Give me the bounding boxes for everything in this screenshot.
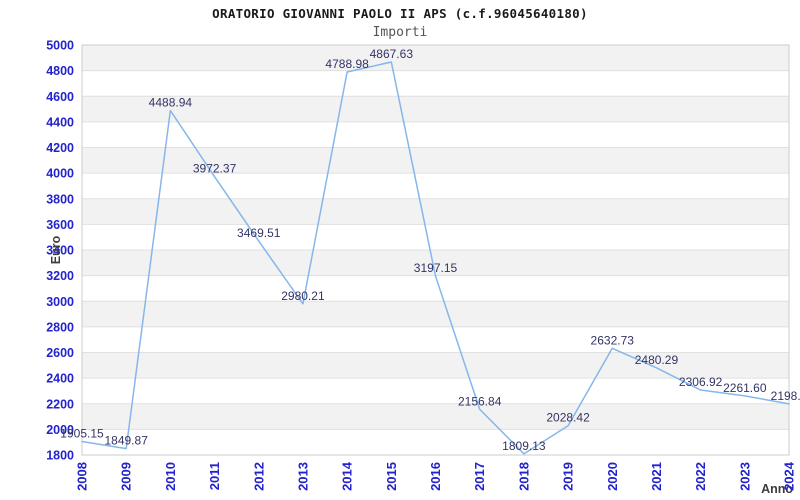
x-tick-label: 2019 (561, 462, 576, 491)
data-point-label: 2028.42 (546, 411, 590, 425)
x-tick-label: 2015 (384, 462, 399, 491)
x-tick-label: 2014 (340, 461, 355, 491)
y-tick-label: 3800 (46, 192, 74, 206)
plot-border (81, 44, 790, 456)
series-line (81, 61, 790, 455)
y-tick-label: 4400 (46, 115, 74, 129)
y-tick-label: 2200 (46, 397, 74, 411)
x-axis-title: Anno (761, 482, 793, 496)
data-point-label: 2480.29 (635, 353, 679, 367)
data-point-label: 4867.63 (370, 47, 414, 61)
x-tick-label: 2020 (605, 462, 620, 491)
plot-band (82, 352, 789, 379)
data-point-label: 4788.98 (325, 57, 369, 71)
y-tick-label: 2600 (46, 346, 74, 360)
y-axis-title: Euro (49, 235, 63, 264)
chart-subtitle: Importi (372, 25, 428, 40)
data-point-label: 2156.84 (458, 394, 502, 408)
plot-band (82, 198, 789, 225)
y-tick-label: 3200 (46, 269, 74, 283)
data-point-label: 4488.94 (149, 95, 193, 109)
data-point-label: 2632.73 (591, 333, 635, 347)
data-point-label: 2261.60 (723, 381, 767, 395)
x-tick-label: 2009 (119, 462, 134, 491)
y-tick-label: 1800 (46, 449, 74, 463)
data-point-label: 2980.21 (281, 289, 325, 303)
y-tick-label: 3600 (46, 218, 74, 232)
x-tick-label: 2008 (75, 462, 90, 491)
y-tick-label: 2400 (46, 372, 74, 386)
y-tick-label: 2000 (46, 423, 74, 437)
x-tick-label: 2013 (295, 462, 310, 491)
data-point-label: 3972.37 (193, 162, 237, 176)
y-tick-label: 4000 (46, 167, 74, 181)
chart-title: ORATORIO GIOVANNI PAOLO II APS (c.f.9604… (212, 6, 588, 21)
y-tick-label: 3000 (46, 295, 74, 309)
plot-band (82, 250, 789, 276)
x-tick-label: 2018 (516, 462, 531, 491)
x-tick-label: 2024 (782, 461, 797, 491)
x-tick-label: 2016 (428, 462, 443, 491)
plot-band (82, 45, 789, 71)
plot-band (82, 147, 789, 174)
y-tick-label: 4200 (46, 141, 74, 155)
x-tick-label: 2021 (649, 462, 664, 491)
y-tick-label: 2800 (46, 320, 74, 334)
y-tick-label: 4800 (46, 64, 74, 78)
data-point-label: 1809.13 (502, 439, 546, 453)
plot-band (82, 301, 789, 327)
data-point-label: 2306.92 (679, 375, 723, 389)
x-tick-label: 2023 (737, 462, 752, 491)
data-point-label: 1849.87 (104, 434, 148, 448)
y-tick-label: 5000 (46, 39, 74, 53)
data-point-label: 3469.51 (237, 226, 281, 240)
data-point-label: 2198.8 (771, 389, 800, 403)
y-tick-label: 4600 (46, 90, 74, 104)
data-point-label: 1905.15 (60, 427, 104, 441)
x-tick-label: 2022 (693, 462, 708, 491)
data-point-label: 3197.15 (414, 261, 458, 275)
plot-band (82, 96, 789, 122)
x-tick-label: 2017 (472, 462, 487, 491)
x-tick-label: 2011 (207, 462, 222, 490)
x-tick-label: 2012 (251, 462, 266, 491)
x-tick-label: 2010 (163, 462, 178, 491)
plot-band (82, 403, 789, 430)
y-tick-label: 3400 (46, 244, 74, 258)
